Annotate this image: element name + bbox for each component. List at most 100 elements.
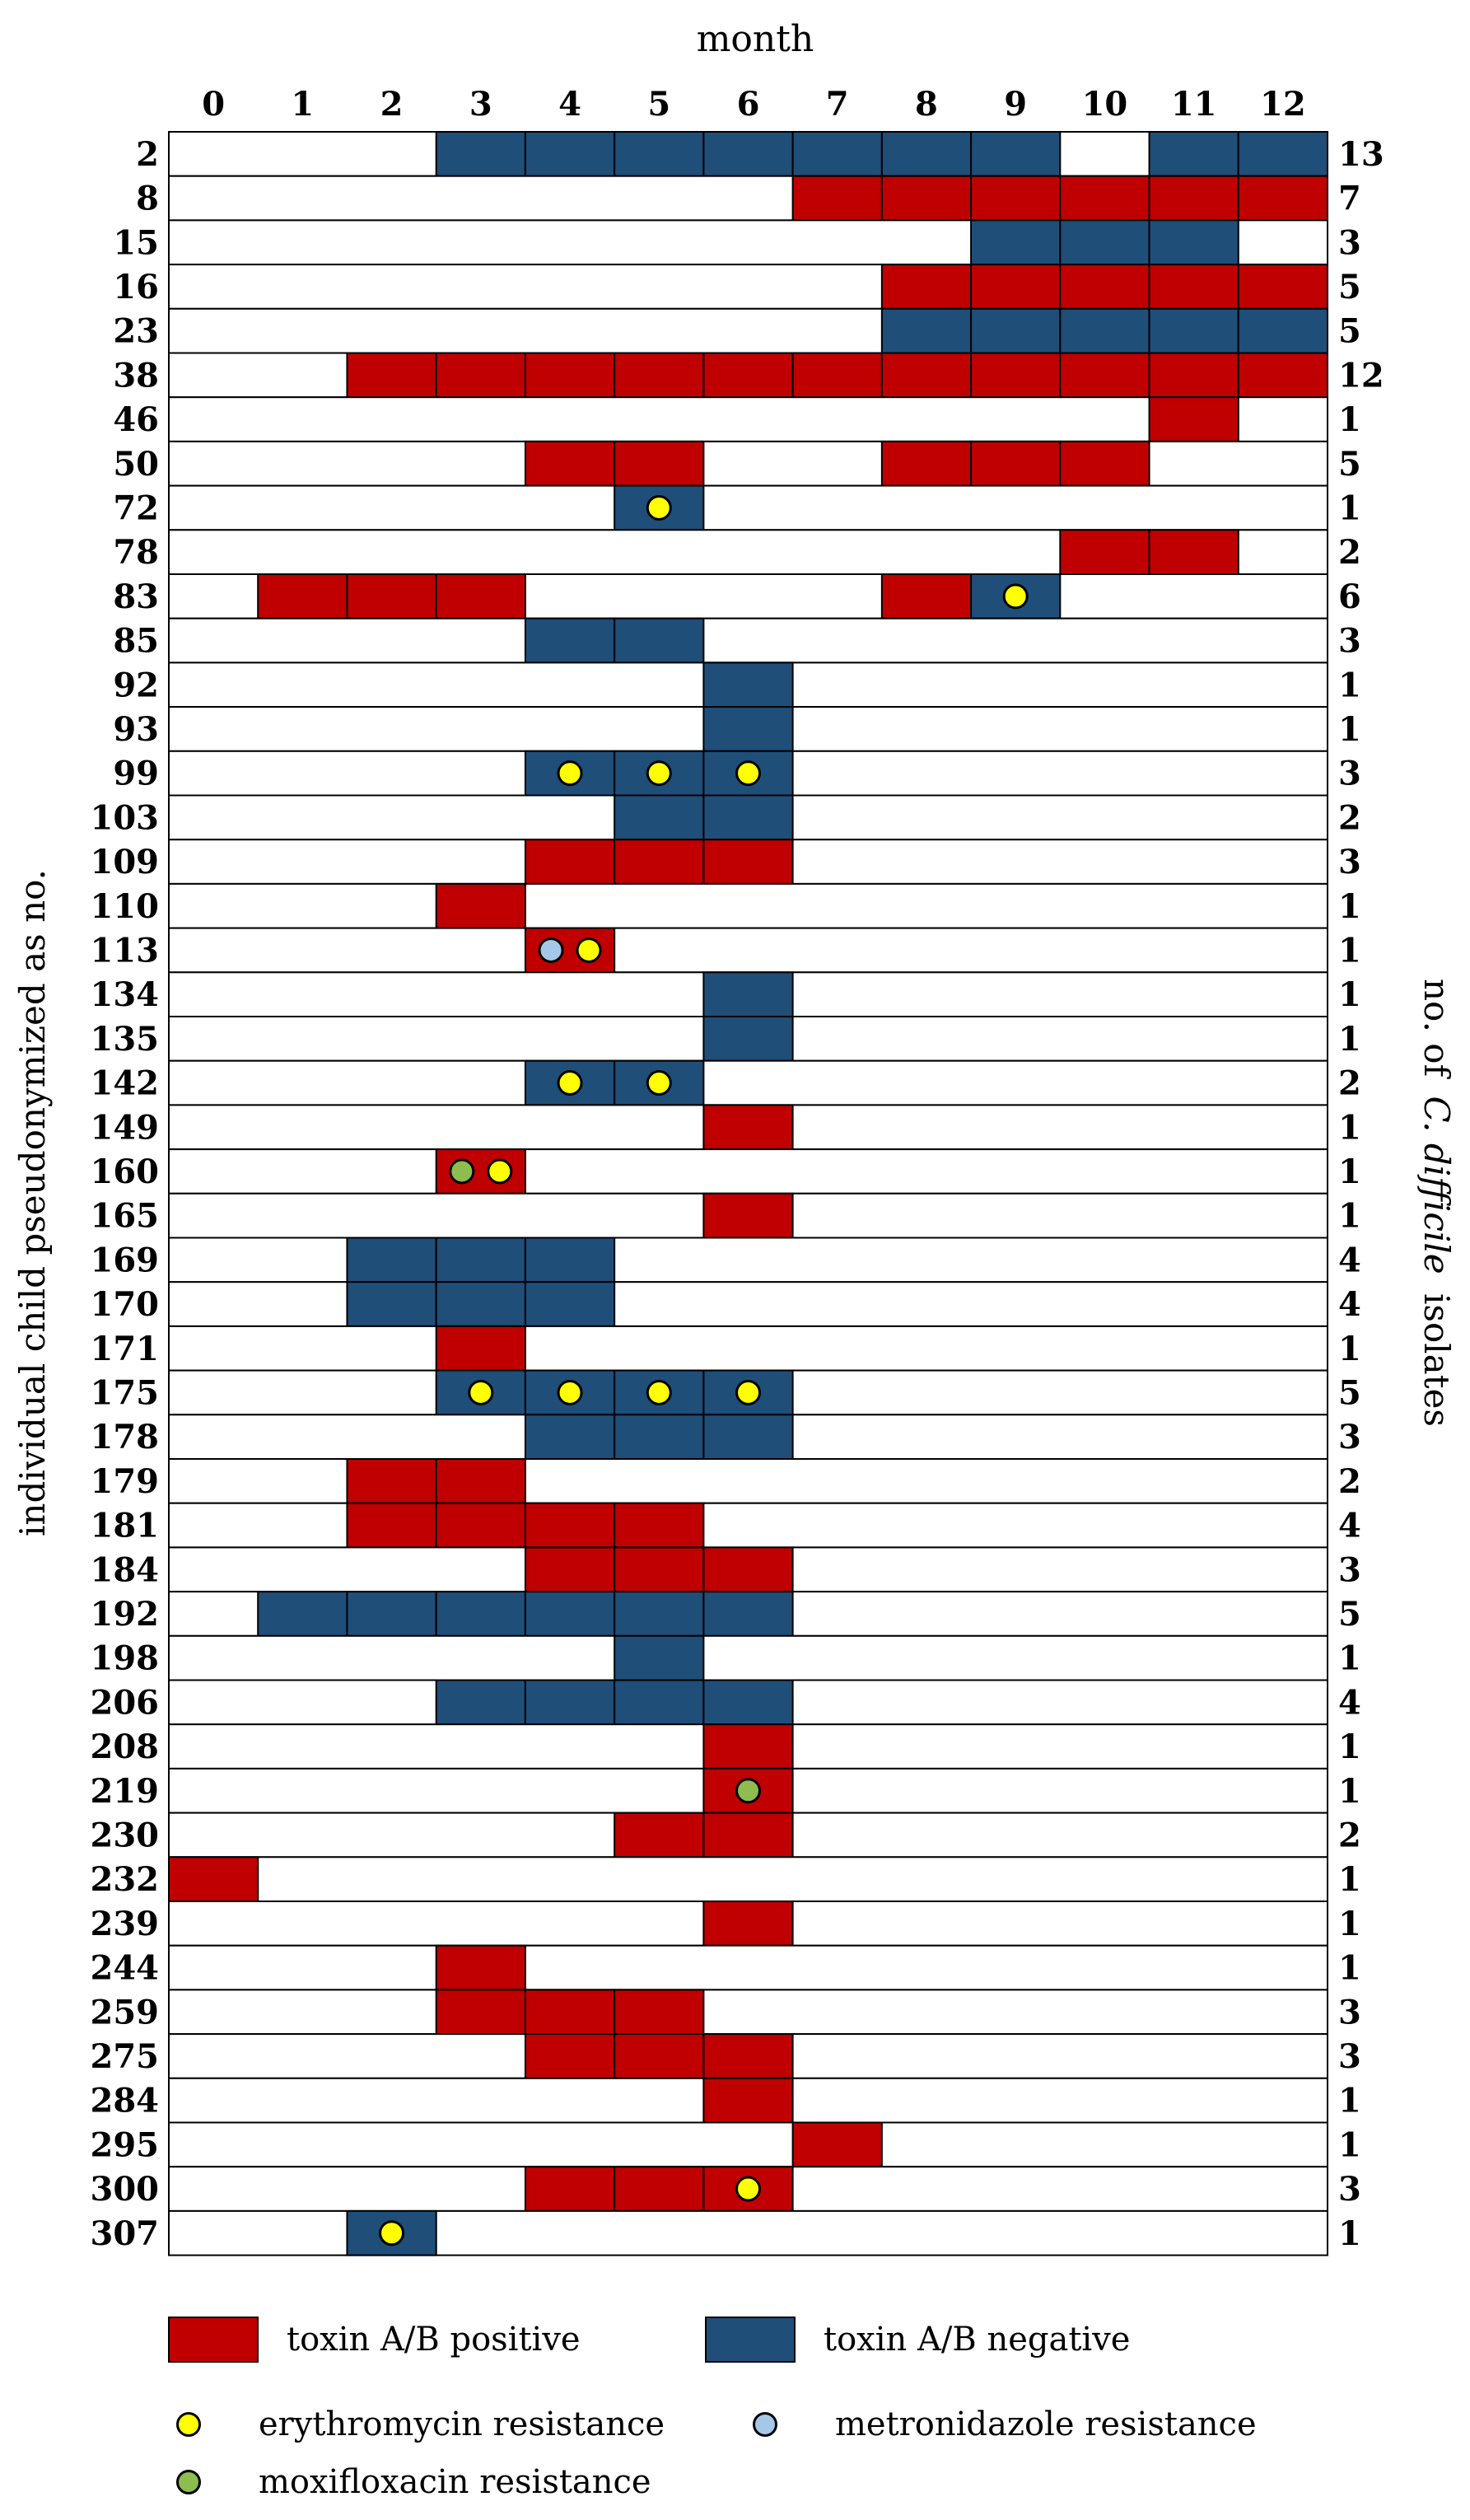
toxin-positive-cell: [257, 573, 348, 619]
isolate-count-label: 5: [1338, 268, 1361, 306]
toxin-negative-cell: [435, 131, 526, 177]
isolate-count-label: 5: [1338, 1373, 1361, 1412]
isolate-count-label: 3: [1338, 223, 1361, 262]
toxin-negative-cell: [435, 1281, 526, 1327]
toxin-negative-cell: [346, 1237, 437, 1283]
toxin-positive-cell: [614, 440, 705, 487]
toxin-negative-cell: [970, 131, 1062, 177]
row-frame: [168, 440, 1328, 487]
isolate-count-label: 1: [1338, 1197, 1361, 1236]
isolate-count-label: 4: [1338, 1683, 1361, 1722]
toxin-positive-cell: [614, 1502, 705, 1549]
toxin-positive-cell: [791, 352, 883, 399]
toxin-positive-cell: [702, 2077, 794, 2124]
isolate-count-label: 2: [1338, 533, 1361, 572]
toxin-positive-cell: [524, 1989, 616, 2036]
isolate-count-label: 5: [1338, 1595, 1361, 1634]
toxin-positive-cell: [1148, 396, 1239, 442]
erythromycin-dot: [487, 1158, 513, 1185]
row-id-label: 208: [91, 1728, 160, 1766]
toxin-positive-cell: [1059, 529, 1150, 575]
row-id-label: 78: [113, 533, 159, 572]
toxin-negative-cell: [702, 131, 794, 177]
isolate-count-label: 5: [1338, 312, 1361, 351]
erythromycin-dot: [735, 2176, 761, 2202]
row-id-label: 175: [91, 1373, 160, 1412]
toxin-positive-cell: [435, 352, 526, 399]
right-axis-title: no. of C. difficile isolates: [1416, 979, 1457, 1427]
erythromycin-dot: [557, 760, 583, 787]
row-id-label: 259: [91, 1993, 160, 2031]
row-frame: [168, 1281, 1328, 1327]
toxin-negative-cell: [702, 1016, 794, 1062]
row-id-label: 244: [91, 1949, 160, 1988]
row-id-label: 165: [91, 1197, 160, 1236]
row-id-label: 134: [91, 975, 160, 1014]
toxin-positive-cell: [524, 839, 616, 885]
toxin-positive-cell: [791, 175, 883, 222]
toxin-positive-cell: [1237, 175, 1329, 222]
row-id-label: 275: [91, 2037, 160, 2076]
toxin-negative-cell: [524, 1591, 616, 1637]
toxin-positive-cell: [614, 352, 705, 399]
toxin-positive-cell: [435, 573, 526, 619]
toxin-positive-cell: [1237, 352, 1329, 399]
isolate-count-label: 4: [1338, 1507, 1361, 1545]
row-id-label: 72: [113, 489, 159, 527]
toxin-positive-cell: [702, 1104, 794, 1151]
toxin-positive-cell: [1148, 352, 1239, 399]
toxin-positive-cell: [1148, 264, 1239, 310]
toxin-positive-cell: [1059, 264, 1150, 310]
toxin-positive-cell: [880, 573, 973, 619]
toxin-negative-cell: [702, 971, 794, 1018]
erythromycin-dot: [1002, 583, 1029, 610]
toxin-negative-cell: [702, 1591, 794, 1637]
isolate-count-label: 1: [1338, 2125, 1361, 2164]
erythromycin-dot: [646, 494, 672, 521]
toxin-positive-cell: [1059, 352, 1150, 399]
toxin-positive-cell: [702, 1901, 794, 1947]
isolate-count-label: 1: [1338, 975, 1361, 1014]
month-tick-label: 10: [1082, 85, 1128, 124]
toxin-negative-cell: [1148, 131, 1239, 177]
row-id-label: 85: [113, 622, 159, 661]
isolate-count-label: 1: [1338, 1949, 1361, 1988]
row-id-label: 83: [113, 577, 159, 616]
metronidazole-dot: [538, 937, 564, 963]
month-tick-label: 1: [291, 85, 314, 124]
toxin-negative-cell: [614, 131, 705, 177]
toxin-positive-cell: [435, 1502, 526, 1549]
toxin-negative-cell: [614, 794, 705, 841]
row-id-label: 46: [113, 400, 159, 439]
toxin-positive-cell: [435, 882, 526, 929]
toxin-positive-cell: [1059, 175, 1150, 222]
isolate-count-label: 1: [1338, 710, 1361, 749]
erythromycin-dot: [379, 2220, 405, 2246]
isolate-count-label: 4: [1338, 1285, 1361, 1324]
isolate-count-label: 1: [1338, 1772, 1361, 1811]
isolate-count-label: 6: [1338, 577, 1361, 616]
row-frame: [168, 1148, 1328, 1195]
row-id-label: 23: [113, 312, 159, 351]
toxin-positive-cell: [880, 175, 973, 222]
toxin-positive-cell: [524, 2033, 616, 2079]
row-id-label: 181: [91, 1507, 160, 1545]
toxin-negative-cell: [435, 1679, 526, 1726]
isolate-count-label: 3: [1338, 1550, 1361, 1589]
toxin-negative-cell: [880, 307, 973, 354]
toxin-negative-cell: [257, 1591, 348, 1637]
toxin-positive-cell: [524, 1502, 616, 1549]
right-axis-title-prefix: no. of: [1416, 979, 1457, 1080]
row-id-label: 99: [113, 755, 159, 793]
toxin-positive-cell: [524, 1546, 616, 1593]
toxin-positive-cell: [524, 352, 616, 399]
isolate-count-label: 3: [1338, 755, 1361, 793]
row-id-label: 109: [91, 843, 160, 881]
isolate-count-label: 3: [1338, 1993, 1361, 2031]
toxin-positive-cell: [614, 839, 705, 885]
row-id-label: 103: [91, 798, 160, 837]
toxin-positive-cell: [970, 264, 1062, 310]
toxin-negative-cell: [435, 1237, 526, 1283]
row-id-label: 113: [91, 931, 160, 970]
